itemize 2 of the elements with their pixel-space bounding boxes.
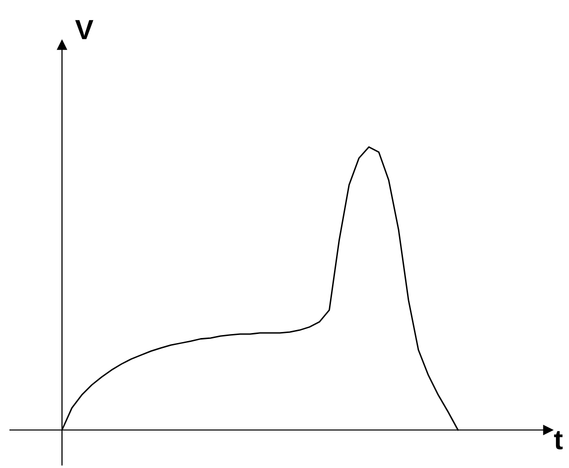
y-axis-title: V: [75, 20, 94, 40]
x-axis-title: t: [554, 431, 563, 450]
